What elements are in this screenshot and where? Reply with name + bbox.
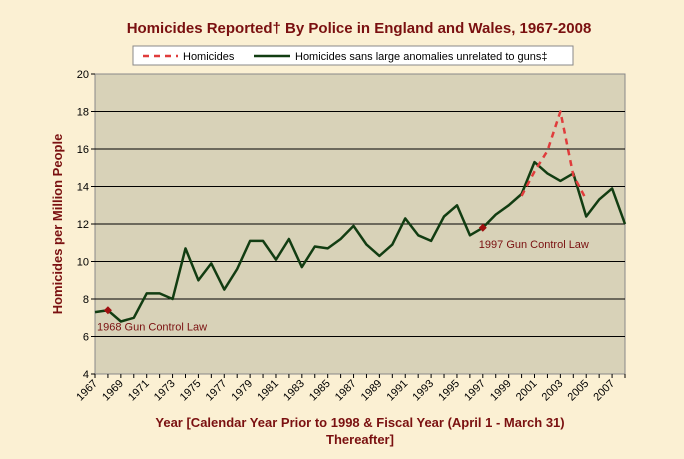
y-tick-label: 8	[83, 294, 89, 306]
y-tick-label: 18	[77, 107, 89, 119]
x-axis-title-line1: Year [Calendar Year Prior to 1998 & Fisc…	[155, 415, 564, 430]
legend-label-sans-anomalies: Homicides sans large anomalies unrelated…	[295, 51, 548, 63]
x-tick-label: 1991	[385, 378, 411, 404]
x-tick-label: 1979	[229, 378, 255, 404]
x-tick-label: 1967	[74, 378, 100, 404]
y-tick-label: 10	[77, 257, 89, 269]
x-tick-label: 1995	[436, 378, 462, 404]
series-lines	[94, 110, 627, 323]
annotation-marker	[103, 306, 112, 315]
annotation-marker	[478, 223, 487, 232]
x-tick-label: 1975	[178, 378, 204, 404]
y-tick-label: 20	[77, 69, 89, 81]
y-tick-label: 16	[77, 144, 89, 156]
y-tick-label: 14	[77, 182, 89, 194]
series-line-sans-anomalies	[94, 160, 627, 323]
chart-title: Homicides Reported† By Police in England…	[127, 20, 592, 37]
x-tick-label: 2001	[514, 378, 540, 404]
x-tick-label: 1987	[333, 378, 359, 404]
x-axis-title-line2: Thereafter]	[326, 432, 394, 447]
x-tick-label: 2005	[566, 378, 592, 404]
y-tick-label: 6	[83, 332, 89, 344]
x-tick-label: 2003	[540, 378, 566, 404]
y-tick-label: 12	[77, 219, 89, 231]
x-tick-label: 2007	[591, 378, 617, 404]
x-tick-label: 1985	[307, 378, 333, 404]
x-tick-label: 1981	[255, 378, 281, 404]
legend-label-homicides: Homicides	[183, 51, 235, 63]
annotation-label: 1997 Gun Control Law	[479, 239, 589, 251]
y-tick-label: 4	[83, 369, 89, 381]
annotation-label: 1968 Gun Control Law	[97, 321, 207, 333]
legend: Homicides Homicides sans large anomalies…	[132, 45, 574, 66]
x-tick-label: 1989	[359, 378, 385, 404]
x-tick-label: 1969	[100, 378, 126, 404]
y-axis-title: Homicides per Million People	[50, 134, 65, 315]
x-tick-label: 1973	[152, 378, 178, 404]
series-line-homicides	[520, 110, 588, 201]
x-tick-label: 1997	[462, 378, 488, 404]
x-tick-label: 1993	[410, 378, 436, 404]
x-tick-label: 1977	[204, 378, 230, 404]
gridlines	[95, 111, 625, 337]
x-tick-label: 1971	[126, 378, 152, 404]
annotations: 1968 Gun Control Law 1997 Gun Control Law	[97, 223, 589, 333]
x-axis-ticks: 1967 1969 1971 1973 1975 1977 1979 1981 1983 1985…	[74, 374, 626, 404]
x-tick-label: 1983	[281, 378, 307, 404]
x-tick-label: 1999	[488, 378, 514, 404]
y-axis-ticks: 4 6 8 10 12 14 16 18 20	[77, 69, 95, 381]
